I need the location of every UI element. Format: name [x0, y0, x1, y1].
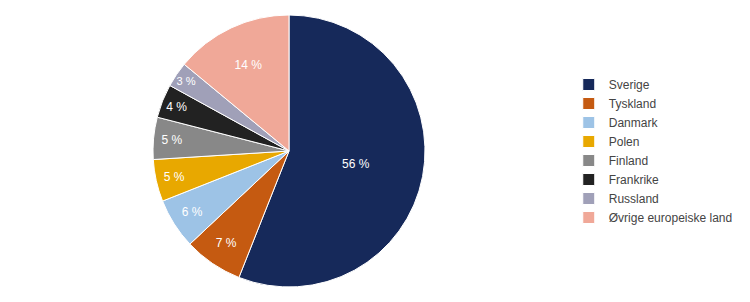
svg-text:Øvrige europeiske land: Øvrige europeiske land — [609, 211, 732, 225]
svg-text:3 %: 3 % — [176, 75, 195, 87]
svg-text:5 %: 5 % — [164, 170, 185, 184]
svg-text:Frankrike: Frankrike — [609, 173, 659, 187]
svg-text:Tyskland: Tyskland — [609, 97, 656, 111]
svg-text:Polen: Polen — [609, 135, 640, 149]
svg-text:56 %: 56 % — [342, 157, 370, 171]
svg-text:4 %: 4 % — [166, 100, 187, 114]
svg-text:Sverige: Sverige — [609, 78, 650, 92]
svg-text:Danmark: Danmark — [609, 116, 659, 130]
svg-text:7 %: 7 % — [216, 236, 237, 250]
svg-text:6 %: 6 % — [182, 205, 203, 219]
svg-text:Finland: Finland — [609, 154, 648, 168]
svg-text:5 %: 5 % — [161, 133, 182, 147]
svg-text:Russland: Russland — [609, 192, 659, 206]
svg-text:14 %: 14 % — [235, 58, 263, 72]
